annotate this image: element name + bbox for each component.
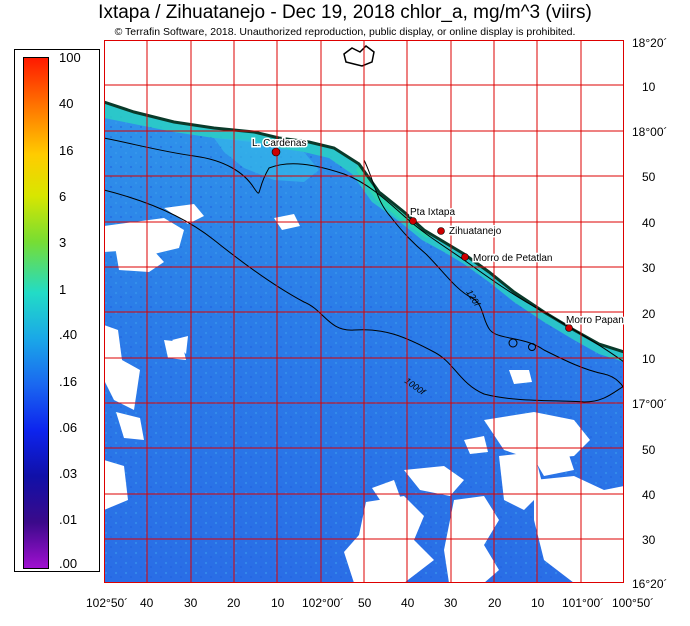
place-marker-l-cardenas[interactable] [271,147,281,157]
copyright-notice: © Terrafin Software, 2018. Unauthorized … [114,26,576,38]
lat-tick-label: 16°20´ [632,577,668,591]
lat-tick-label: 10 [642,352,656,366]
colorbar-legend: 100 40 16 6 3 1 .40 .16 .06 .03 .01 .00 [14,49,100,572]
lon-tick-label: 100°50´ [612,596,655,610]
colorbar-label: 1 [59,282,67,297]
lat-tick-label: 40 [642,488,656,502]
colorbar-label: .16 [59,374,78,389]
lon-tick-label: 30 [444,596,458,610]
lon-tick-label: 30 [184,596,198,610]
colorbar-label: .03 [59,466,78,481]
colorbar-label: .00 [59,556,78,571]
lat-tick-label: 50 [642,170,656,184]
chlorophyll-map: 120f 1000f L. Cardenas Pta Ixtapa Zihuat… [104,40,624,583]
colorbar-label: .01 [59,512,78,527]
place-marker-morro-de-petatlan[interactable] [461,253,469,261]
place-marker-pta-ixtapa[interactable] [409,217,417,225]
contour-120f-b [104,189,624,403]
lat-tick-label: 17°00´ [632,397,668,411]
lon-tick-label: 20 [488,596,502,610]
place-label: Zihuatanejo [449,226,502,237]
map-frame [104,40,624,583]
lon-tick-label: 101°00´ [562,596,605,610]
place-label: Morro de Petatlan [473,253,553,264]
colorbar-label: 6 [59,189,67,204]
inland-lake [343,45,375,67]
lat-tick-label: 18°20´ [632,36,668,50]
lat-tick-label: 20 [642,307,656,321]
place-marker-zihuatanejo[interactable] [437,227,445,235]
colorbar-label: 100 [59,50,81,65]
seamount-contour [528,343,536,351]
lat-tick-label: 50 [642,443,656,457]
lat-tick-label: 30 [642,261,656,275]
coastline [104,100,624,354]
place-label: L. Cardenas [252,138,306,149]
lat-tick-label: 10 [642,80,656,94]
bay-shelf [214,138,319,182]
lon-tick-label: 10 [271,596,285,610]
place-label: Morro Papan [566,315,624,326]
grid-lines [104,40,624,583]
lon-tick-label: 40 [401,596,415,610]
colorbar-gradient [23,57,49,569]
place-marker-morro-papan[interactable] [565,324,573,332]
coastal-bloom [104,102,624,362]
lon-tick-label: 40 [140,596,154,610]
colorbar-label: 40 [59,96,74,111]
lon-tick-label: 10 [531,596,545,610]
contour-120f [104,137,624,363]
lat-tick-label: 30 [642,533,656,547]
map-title: Ixtapa / Zihuatanejo - Dec 19, 2018 chlo… [98,2,592,23]
colorbar-label: 16 [59,143,74,158]
lat-tick-label: 40 [642,216,656,230]
lat-tick-label: 18°00´ [632,125,668,139]
seamount-contour [508,338,518,348]
lon-tick-label: 50 [358,596,372,610]
colorbar-label: .06 [59,420,78,435]
place-label: Pta Ixtapa [410,207,455,218]
lon-tick-label: 102°50´ [86,596,129,610]
colorbar-label: .40 [59,327,78,342]
colorbar-label: 3 [59,235,67,250]
lon-tick-label: 20 [227,596,241,610]
lon-tick-label: 102°00´ [302,596,345,610]
